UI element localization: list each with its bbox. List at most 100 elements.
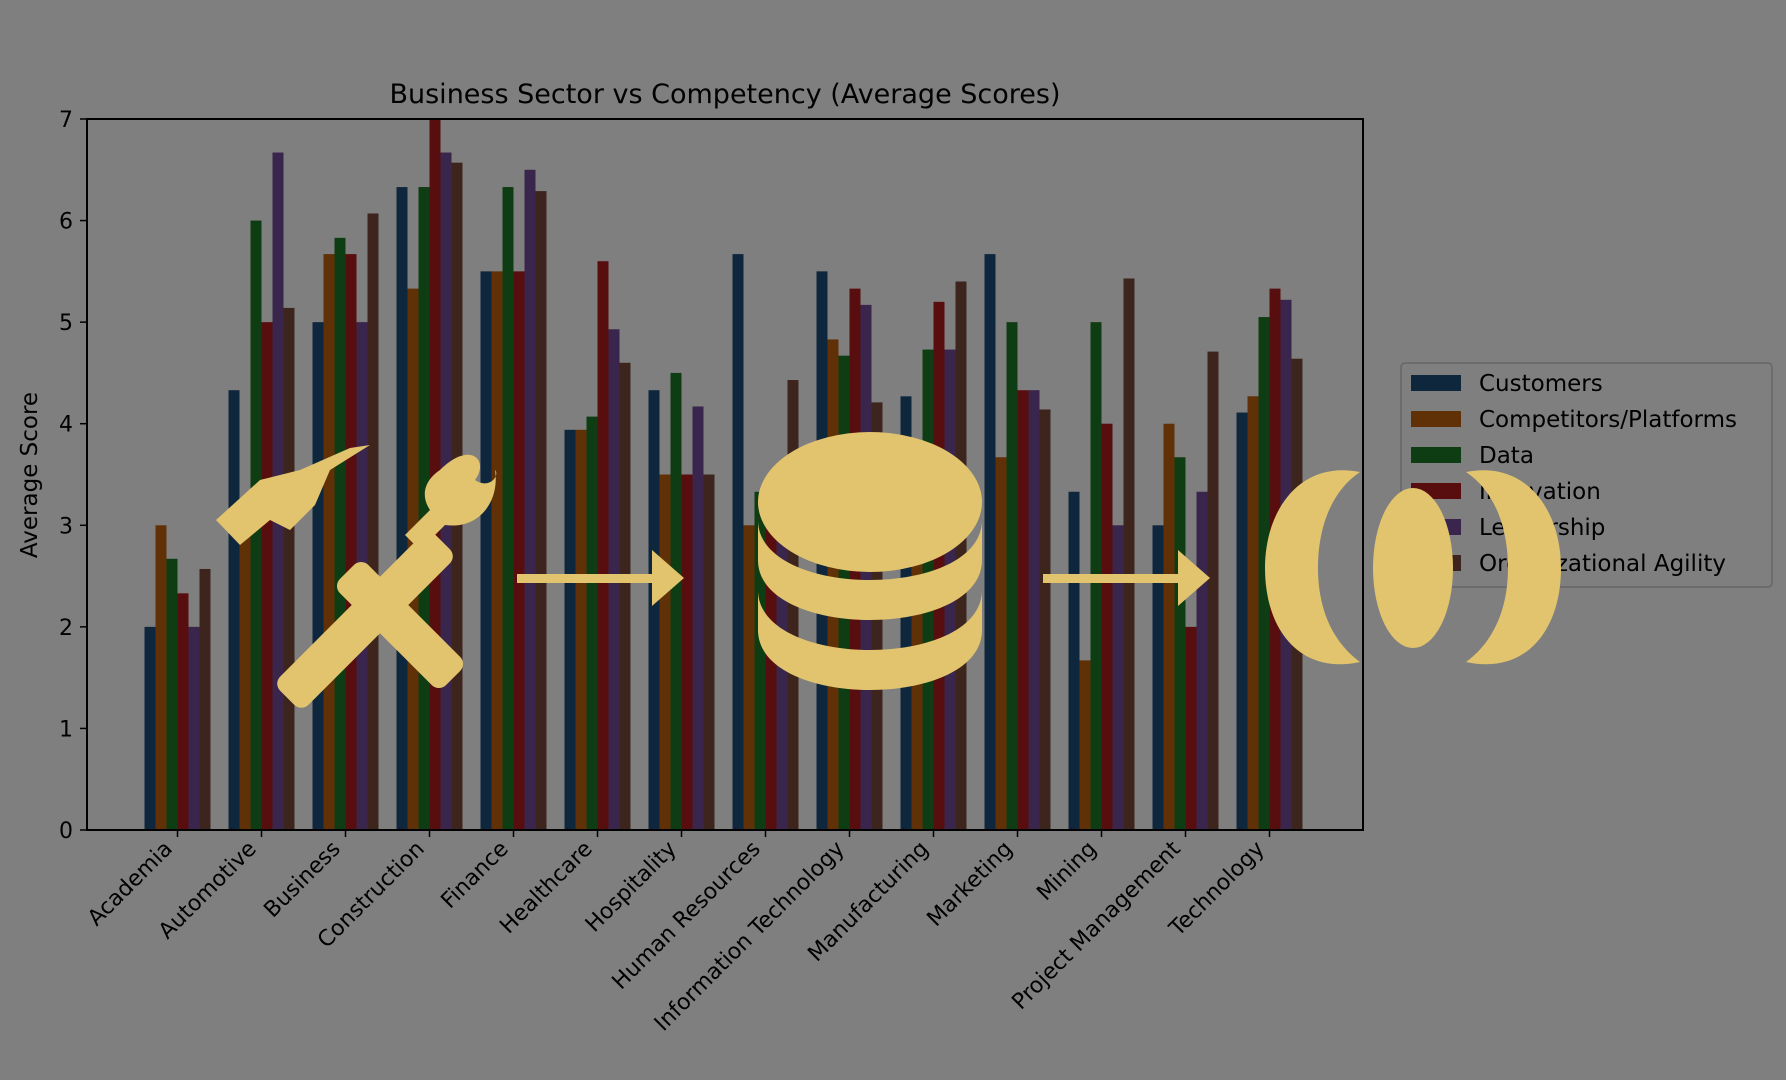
bar xyxy=(429,119,441,830)
bar xyxy=(692,406,704,830)
y-tick-label: 2 xyxy=(59,616,73,641)
bar xyxy=(575,429,587,830)
bar xyxy=(732,254,744,831)
bar xyxy=(272,152,284,830)
bar xyxy=(619,362,631,830)
bar xyxy=(513,271,525,830)
y-tick-label: 6 xyxy=(59,210,73,235)
bar xyxy=(816,271,828,830)
bar xyxy=(984,254,996,831)
bar xyxy=(1017,390,1029,830)
bar xyxy=(166,558,178,830)
bar xyxy=(1079,660,1091,830)
bar xyxy=(228,390,240,830)
legend-swatch xyxy=(1411,411,1461,427)
bar xyxy=(827,339,839,830)
bar xyxy=(1163,423,1175,830)
bar xyxy=(849,288,861,830)
legend: Customers Competitors/Platforms Data Innova… xyxy=(1400,362,1773,588)
bar xyxy=(502,187,514,831)
bar xyxy=(586,416,598,830)
bar xyxy=(743,525,755,830)
bar xyxy=(1291,358,1303,830)
bar xyxy=(1258,317,1270,830)
legend-swatch xyxy=(1411,483,1461,499)
legend-swatch xyxy=(1411,519,1461,535)
legend-label: Data xyxy=(1479,443,1534,469)
bar xyxy=(334,237,346,831)
bar xyxy=(524,169,536,831)
bar xyxy=(648,390,660,830)
bar xyxy=(451,162,463,830)
legend-label: Competitors/Platforms xyxy=(1479,407,1737,433)
bar xyxy=(1185,626,1197,830)
bar xyxy=(860,304,872,830)
bar xyxy=(261,322,273,830)
y-tick-label: 7 xyxy=(59,108,73,133)
bar xyxy=(1247,396,1259,830)
bar xyxy=(681,474,693,830)
legend-swatch xyxy=(1411,447,1461,463)
bar xyxy=(1039,409,1051,830)
bar xyxy=(838,355,850,830)
y-axis-label: Average Score xyxy=(17,392,43,558)
chart-title: Business Sector vs Competency (Average S… xyxy=(389,79,1060,110)
bar xyxy=(239,525,251,830)
bar xyxy=(535,191,547,830)
bar xyxy=(1152,525,1164,830)
bar xyxy=(367,213,379,830)
legend-swatch xyxy=(1411,555,1461,571)
bar xyxy=(1112,525,1124,830)
bar xyxy=(144,626,156,830)
bar xyxy=(312,322,324,830)
bar xyxy=(1123,278,1135,831)
y-tick-label: 1 xyxy=(59,717,73,742)
bar xyxy=(155,525,167,830)
bar xyxy=(1028,390,1040,830)
bar xyxy=(787,380,799,830)
bar xyxy=(418,187,430,831)
bar xyxy=(564,429,576,830)
bar xyxy=(955,281,967,830)
legend-label: Leadership xyxy=(1479,515,1605,541)
bar xyxy=(703,474,715,830)
bar xyxy=(1068,491,1080,830)
bar xyxy=(995,457,1007,830)
y-tick-label: 0 xyxy=(59,819,73,844)
bar xyxy=(345,254,357,831)
bar xyxy=(754,491,766,830)
bar xyxy=(1207,351,1219,830)
y-tick-label: 3 xyxy=(59,514,73,539)
bar xyxy=(1174,457,1186,830)
bar xyxy=(188,626,200,830)
bar xyxy=(1101,423,1113,830)
bar xyxy=(659,474,671,830)
bar xyxy=(944,349,956,830)
bar xyxy=(283,307,295,830)
bar xyxy=(491,271,503,830)
bar xyxy=(250,220,262,830)
bar xyxy=(480,271,492,830)
bar xyxy=(670,372,682,830)
bar xyxy=(765,525,777,830)
bar xyxy=(323,254,335,831)
bar xyxy=(1236,412,1248,830)
bar xyxy=(900,396,912,830)
bar xyxy=(440,152,452,830)
legend-label: Innovation xyxy=(1479,479,1601,505)
legend-swatch xyxy=(1411,375,1461,391)
y-tick-label: 5 xyxy=(59,311,73,336)
bar xyxy=(1269,288,1281,830)
bar xyxy=(871,402,883,830)
bar xyxy=(199,568,211,830)
y-tick-label: 4 xyxy=(59,413,73,438)
bar xyxy=(177,593,189,830)
bar xyxy=(608,329,620,830)
bar xyxy=(1006,322,1018,830)
bar xyxy=(776,525,788,830)
bar xyxy=(356,322,368,830)
bar xyxy=(911,525,923,830)
bar xyxy=(1280,299,1292,830)
bar xyxy=(396,187,408,831)
